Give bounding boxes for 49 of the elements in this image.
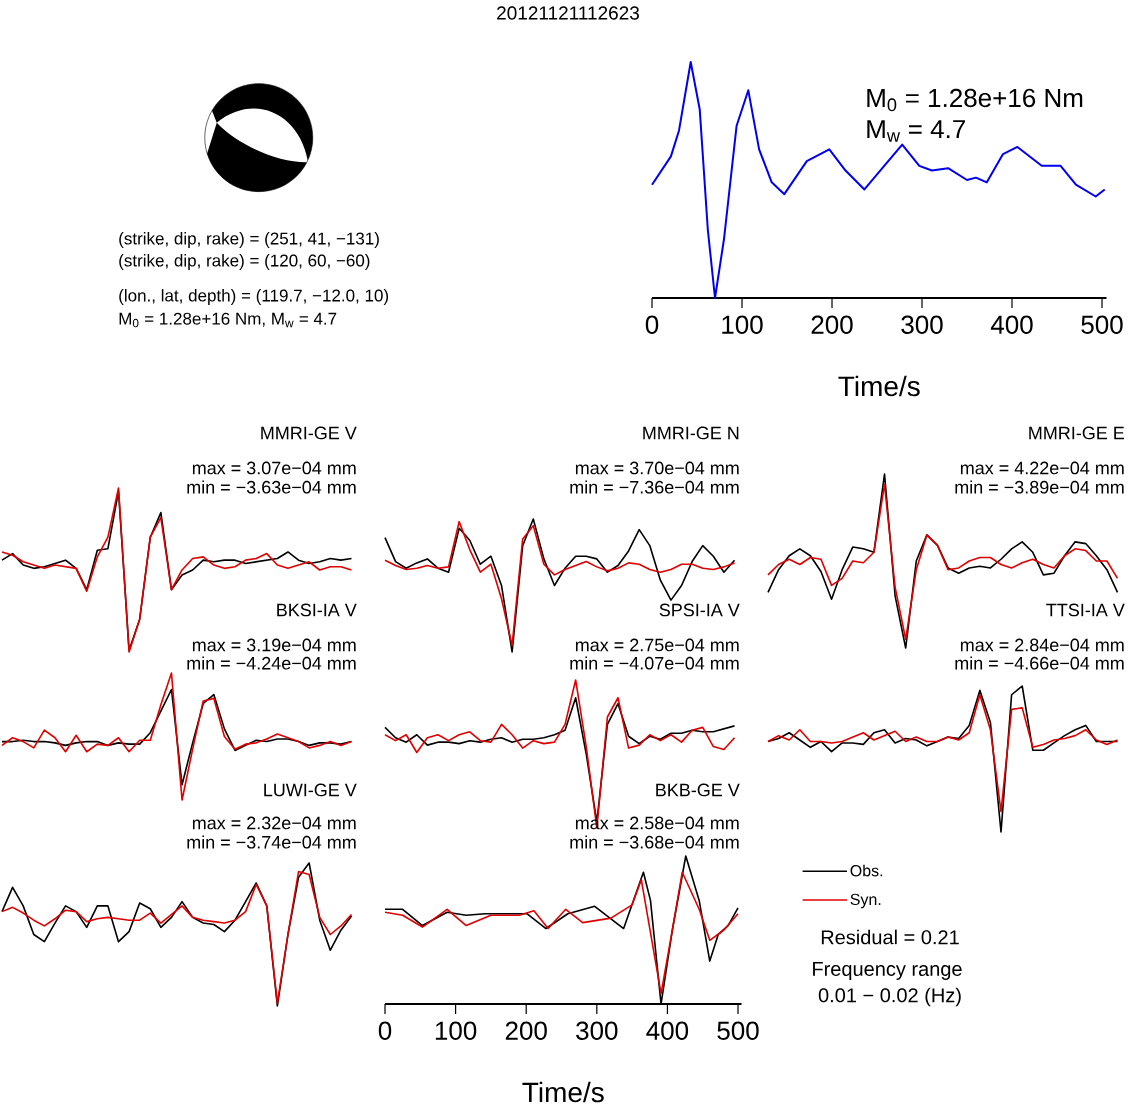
chart-title: BKSI-IA V: [277, 603, 357, 617]
legend-label: Obs.: [850, 864, 883, 877]
text: min = −3.74e−04 mm: [187, 835, 356, 849]
text: (lon., lat, depth) = (119.7, −12.0, 10): [119, 289, 389, 305]
chart-title: MMRI-GE N: [643, 426, 739, 440]
annotation: max = 2.84e−04 mm: [960, 638, 1124, 652]
text: max = 3.07e−04 mm: [192, 461, 356, 475]
text: max = 3.70e−04 mm: [575, 461, 739, 475]
annotation: min = −3.89e−04 mm: [955, 480, 1124, 494]
annotation: max = 2.75e−04 mm: [575, 638, 739, 652]
x-tick-label: 400: [990, 315, 1033, 334]
text: Residual = 0.21: [821, 929, 959, 945]
text: (strike, dip, rake) = (251, 41, −131): [119, 232, 379, 248]
text: min = −4.07e−04 mm: [570, 656, 739, 670]
annotation: max = 4.22e−04 mm: [960, 461, 1124, 475]
chart-title: LUWI-GE V: [264, 783, 357, 797]
text: 20121121112623: [497, 6, 639, 20]
chart-title: MMRI-GE V: [261, 426, 357, 440]
x-axis-title: Time/s: [838, 375, 920, 397]
x-tick-label: 100: [435, 1021, 477, 1040]
x-tick-label: 400: [646, 1021, 689, 1040]
x-tick-label: 0: [645, 315, 659, 334]
x-tick-label: 300: [901, 315, 943, 334]
annotation: M$_{0}$ = 1.28e+16 Nm: [867, 88, 1083, 112]
chart-title: SPSI-IA V: [659, 603, 740, 617]
text: min = −4.66e−04 mm: [955, 656, 1124, 670]
chart-title: BKB-GE V: [656, 783, 740, 797]
x-tick-label: 500: [1081, 315, 1123, 334]
x-tick-label: 300: [576, 1021, 618, 1040]
x-tick-label: 100: [722, 315, 763, 334]
text: max = 2.32e−04 mm: [192, 816, 356, 830]
text: min = −4.24e−04 mm: [187, 656, 356, 670]
annotation: M$_{w}$ = 4.7: [867, 120, 965, 142]
x-tick-label: 500: [717, 1021, 759, 1040]
annotation: max = 3.19e−04 mm: [192, 638, 356, 652]
text: min = −3.68e−04 mm: [570, 835, 739, 849]
annotation: min = −3.63e−04 mm: [187, 480, 356, 494]
text: Frequency range: [813, 962, 962, 980]
x-tick-label: 0: [378, 1021, 392, 1040]
text: (strike, dip, rake) = (120, 60, −60): [119, 254, 370, 270]
x-tick-label: 200: [811, 315, 853, 334]
x-axis-title: Time/s: [522, 1081, 604, 1103]
chart-title: TTSI-IA V: [1046, 603, 1125, 617]
legend-label: Syn.: [850, 893, 881, 909]
chart-title: MMRI-GE E: [1029, 426, 1125, 440]
text: M$_{0}$ = 1.28e+16 Nm, M$_{w}$ = 4.7: [119, 312, 337, 328]
text: min = −7.36e−04 mm: [570, 480, 739, 494]
x-tick-label: 200: [505, 1021, 547, 1040]
text: 0.01 − 0.02 (Hz): [818, 987, 961, 1007]
